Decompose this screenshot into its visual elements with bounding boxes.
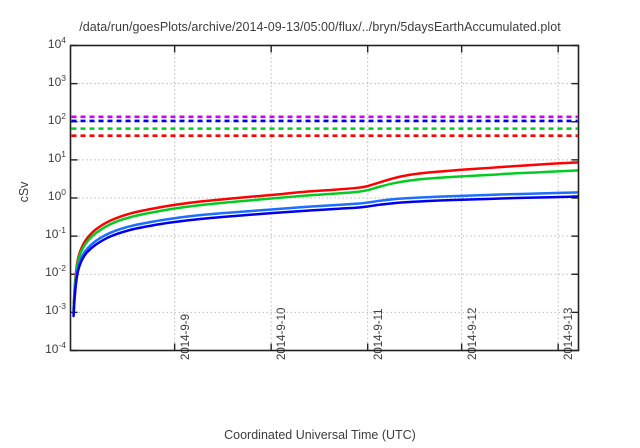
y-tick-label: 10-3 <box>45 301 66 318</box>
accumulated-dose-blue-dark <box>72 195 579 318</box>
y-axis-tick-labels: 10-4 10-3 10-2 10-1 100 101 102 103 104 <box>26 0 66 448</box>
accumulated-dose-blue-light <box>72 191 579 316</box>
y-tick-label: 10-4 <box>45 339 66 356</box>
y-tick-label: 10-2 <box>45 263 66 280</box>
y-tick-label: 103 <box>47 72 66 89</box>
plot-title: /data/run/goesPlots/archive/2014-09-13/0… <box>79 20 561 34</box>
accumulated-dose-green <box>72 169 579 313</box>
threshold-lines <box>71 115 578 138</box>
accumulated-dose-red <box>72 161 579 311</box>
y-tick-label: 100 <box>47 187 66 203</box>
y-tick-label: 101 <box>47 148 66 165</box>
data-curves <box>72 161 579 318</box>
y-tick-label: 10-1 <box>45 225 66 242</box>
x-axis-label: Coordinated Universal Time (UTC) <box>224 428 416 442</box>
plot-frame <box>69 44 580 352</box>
y-tick-label: 102 <box>47 110 66 127</box>
y-tick-label: 104 <box>47 34 66 51</box>
